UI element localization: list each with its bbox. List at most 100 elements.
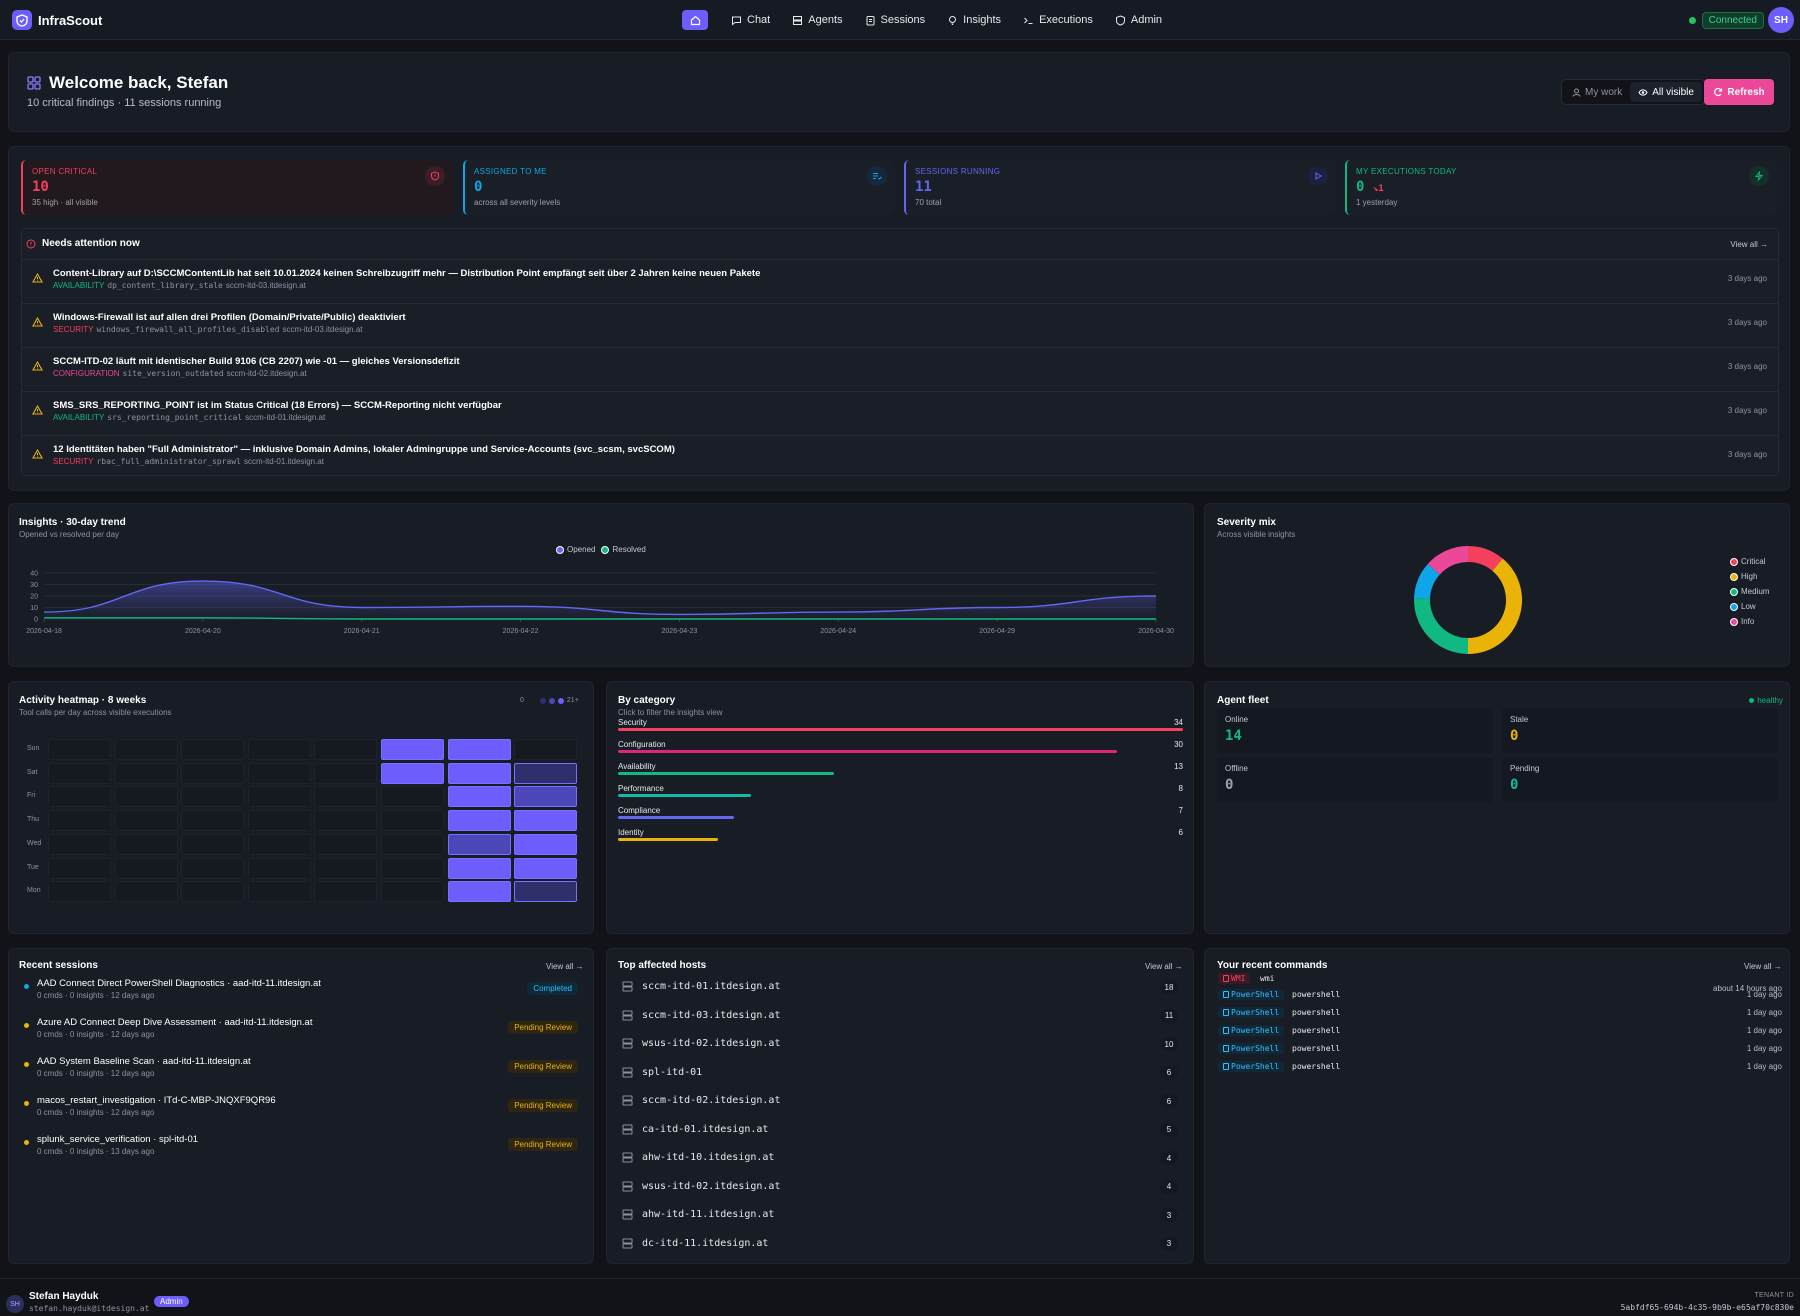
session-row[interactable]: AAD Connect Direct PowerShell Diagnostic… [22,974,578,1012]
heatmap-cell[interactable] [48,833,111,855]
heatmap-cell[interactable] [114,739,178,760]
heatmap-cell[interactable] [514,786,578,808]
heatmap-cell[interactable] [181,810,245,832]
heatmap-cell[interactable] [447,762,511,784]
heatmap-cell[interactable] [247,786,311,808]
kpi-sessions-running[interactable]: SESSIONS RUNNING 11 70 total [904,160,1336,215]
command-row[interactable]: PowerShell powershell 1 day ago [1218,1061,1782,1079]
heatmap-cell[interactable] [514,881,578,903]
heatmap-cell[interactable] [114,857,178,879]
heatmap-cell[interactable] [514,810,578,832]
heatmap-cell[interactable] [447,833,511,855]
nav-chat[interactable]: Chat [722,10,779,30]
heatmap-cell[interactable] [114,762,178,784]
host-row[interactable]: ahw-itd-10.itdesign.at 4 [620,1146,1178,1174]
heatmap-cell[interactable] [181,881,245,903]
legend-high[interactable]: High [1730,572,1769,581]
heatmap-cell[interactable] [247,810,311,832]
heatmap-cell[interactable] [48,786,111,808]
host-row[interactable]: dc-itd-11.itdesign.at 3 [620,1232,1178,1260]
heatmap-cell[interactable] [114,833,178,855]
heatmap-cell[interactable] [314,833,378,855]
heatmap-cell[interactable] [181,762,245,784]
heatmap-cell[interactable] [447,739,511,760]
host-row[interactable]: ahw-itd-11.itdesign.at 3 [620,1203,1178,1231]
heatmap-cell[interactable] [447,786,511,808]
heatmap-cell[interactable] [48,881,111,903]
category-row[interactable]: Performance 8 [618,784,1183,806]
heatmap-cell[interactable] [114,881,178,903]
heatmap-cell[interactable] [381,786,444,808]
heatmap-cell[interactable] [514,857,578,879]
command-row[interactable]: PowerShell powershell 1 day ago [1218,989,1782,1007]
heatmap-cell[interactable] [514,739,578,760]
nav-sessions[interactable]: Sessions [856,10,935,30]
command-row[interactable]: WMI wmi about 14 hours ago [1218,973,1782,993]
kpi-my-executions[interactable]: MY EXECUTIONS TODAY 0 ↘1 1 yesterday [1345,160,1777,215]
heatmap-cell[interactable] [247,857,311,879]
command-row[interactable]: PowerShell powershell 1 day ago [1218,1043,1782,1061]
legend-medium[interactable]: Medium [1730,587,1769,596]
legend-resolved[interactable]: Resolved [601,545,646,554]
footer-avatar[interactable]: SH [6,1295,24,1313]
kpi-assigned-to-me[interactable]: ASSIGNED TO ME 0 across all severity lev… [463,160,895,215]
finding-row[interactable]: Windows-Firewall ist auf allen drei Prof… [22,303,1778,347]
heatmap-cell[interactable] [181,739,245,760]
heatmap-cell[interactable] [314,810,378,832]
heatmap-cell[interactable] [381,810,444,832]
heatmap-cell[interactable] [447,857,511,879]
finding-row[interactable]: 12 Identitäten haben "Full Administrator… [22,435,1778,479]
category-row[interactable]: Identity 6 [618,828,1183,850]
session-row[interactable]: macos_restart_investigation · ITd-C-MBP-… [22,1091,578,1129]
host-row[interactable]: wsus-itd-02.itdesign.at 10 [620,1032,1178,1060]
category-row[interactable]: Availability 13 [618,762,1183,784]
my-work-toggle[interactable]: My work [1564,82,1630,102]
session-row[interactable]: Azure AD Connect Deep Dive Assessment · … [22,1013,578,1051]
heatmap-cell[interactable] [247,833,311,855]
heatmap-cell[interactable] [447,810,511,832]
host-row[interactable]: ca-itd-01.itdesign.at 5 [620,1118,1178,1146]
host-row[interactable]: wsus-itd-02.itdesign.at 4 [620,1175,1178,1203]
all-visible-toggle[interactable]: All visible [1630,82,1702,102]
heatmap-cell[interactable] [314,762,378,784]
refresh-button[interactable]: Refresh [1704,79,1774,105]
legend-critical[interactable]: Critical [1730,557,1769,566]
kpi-open-critical[interactable]: OPEN CRITICAL 10 35 high · all visible [21,160,453,215]
command-row[interactable]: PowerShell powershell 1 day ago [1218,1007,1782,1025]
session-row[interactable]: AAD System Baseline Scan · aad-itd-11.it… [22,1052,578,1090]
host-row[interactable]: spl-itd-01 6 [620,1061,1178,1089]
commands-view-all[interactable]: View all → [1744,962,1782,971]
command-row[interactable]: PowerShell powershell 1 day ago [1218,1025,1782,1043]
heatmap-cell[interactable] [181,857,245,879]
heatmap-cell[interactable] [48,762,111,784]
heatmap-cell[interactable] [314,881,378,903]
session-row[interactable]: splunk_service_verification · spl-itd-01… [22,1130,578,1168]
category-row[interactable]: Security 34 [618,718,1183,740]
heatmap-cell[interactable] [114,810,178,832]
finding-row[interactable]: Content-Library auf D:\SCCMContentLib ha… [22,259,1778,303]
host-row[interactable]: sccm-itd-01.itdesign.at 18 [620,975,1178,1003]
app-logo[interactable]: InfraScout [12,10,102,30]
sessions-view-all[interactable]: View all → [546,962,584,971]
host-row[interactable]: sccm-itd-03.itdesign.at 11 [620,1004,1178,1032]
legend-low[interactable]: Low [1730,602,1769,611]
nav-executions[interactable]: Executions [1014,10,1102,30]
nav-home-button[interactable] [682,10,708,30]
heatmap-cell[interactable] [514,833,578,855]
nav-insights[interactable]: Insights [938,10,1010,30]
heatmap-cell[interactable] [381,833,444,855]
heatmap-cell[interactable] [381,857,444,879]
hosts-view-all[interactable]: View all → [1145,962,1183,971]
heatmap-cell[interactable] [381,881,444,903]
category-row[interactable]: Configuration 30 [618,740,1183,762]
heatmap-cell[interactable] [514,762,578,784]
heatmap-cell[interactable] [48,739,111,760]
heatmap-cell[interactable] [381,762,444,784]
heatmap-cell[interactable] [314,857,378,879]
heatmap-cell[interactable] [314,739,378,760]
heatmap-cell[interactable] [247,739,311,760]
heatmap-cell[interactable] [48,810,111,832]
user-avatar[interactable]: SH [1768,7,1794,33]
heatmap-cell[interactable] [181,833,245,855]
heatmap-cell[interactable] [314,786,378,808]
